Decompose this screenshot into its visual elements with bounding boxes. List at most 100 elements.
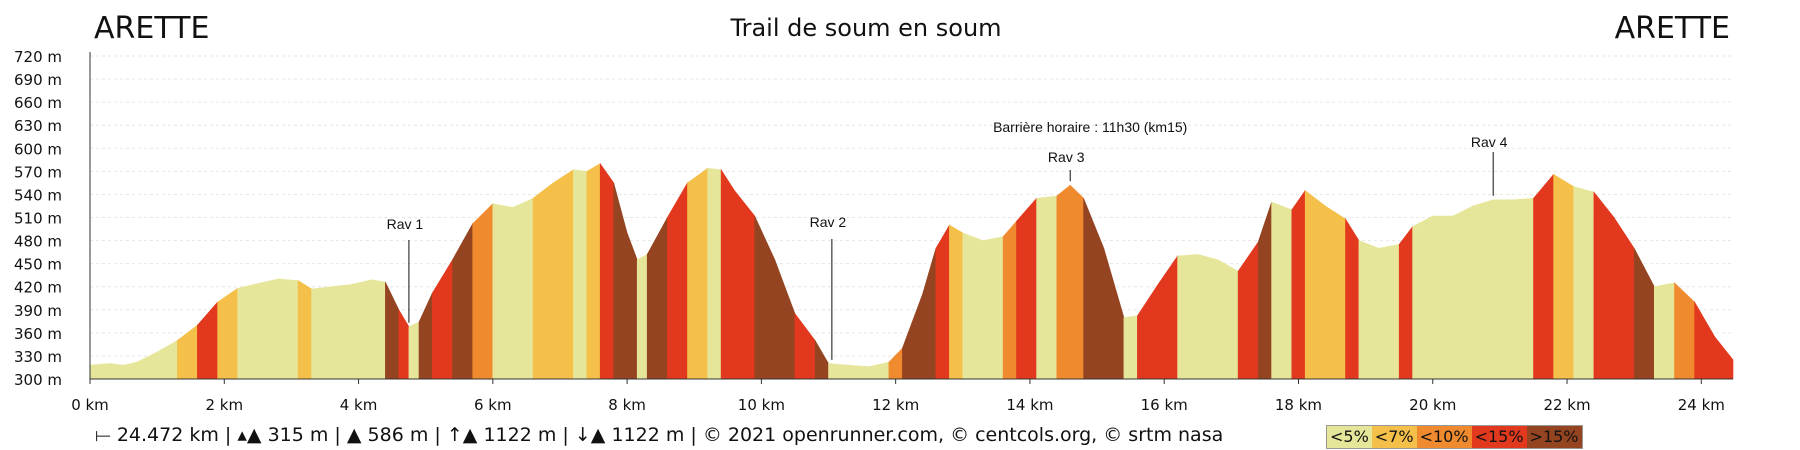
gradient-segment [1217, 259, 1239, 380]
gradient-segment [613, 182, 628, 380]
y-tick-label: 630 m [14, 117, 62, 135]
ascent-value: 1122 m [483, 424, 557, 446]
y-tick-label: 660 m [14, 94, 62, 112]
gradient-segment [1016, 197, 1037, 380]
max-altitude-value: 586 m [367, 424, 429, 446]
gradient-segment [1325, 205, 1346, 380]
gradient-segment [1103, 248, 1125, 380]
gradient-segment [1714, 335, 1734, 380]
gradient-segment [1533, 173, 1554, 380]
distance-value: 24.472 km [116, 424, 219, 446]
gradient-segment [1398, 225, 1413, 380]
gradient-segment [156, 339, 178, 380]
gradient-segment [257, 278, 279, 380]
gradient-segment [1573, 186, 1595, 380]
gradient-segment [331, 284, 353, 380]
gradient-segment [848, 364, 870, 380]
gradient-segment [754, 215, 776, 380]
gradient-segment [646, 217, 668, 380]
gradient-legend: <5% <7% <10% <15% >15% [1326, 425, 1583, 449]
gradient-segment [1674, 282, 1695, 380]
gradient-segment [1553, 173, 1574, 380]
gradient-segment [371, 279, 386, 380]
gradient-segment [636, 253, 648, 380]
x-tick-label: 0 km [71, 396, 109, 414]
y-tick-label: 360 m [14, 325, 62, 343]
x-axis-tick-labels: 0 km 2 km 4 km 6 km 8 km 10 km 12 km 14 km 16 km… [71, 379, 1725, 414]
legend-item: <15% [1471, 426, 1527, 448]
x-tick-label: 12 km [872, 396, 919, 414]
gradient-segment [1378, 244, 1400, 380]
axes [89, 52, 1733, 380]
gradient-segment [1358, 240, 1380, 380]
gradient-segment [1083, 198, 1105, 380]
y-tick-label: 510 m [14, 210, 62, 228]
gradient-segment [1304, 189, 1326, 380]
gradient-segment [1694, 300, 1715, 380]
gradient-segment [398, 308, 410, 380]
gradient-segment [237, 283, 259, 380]
gradient-segment [492, 203, 514, 380]
gradient-segment [720, 168, 735, 380]
gradient-segment [277, 278, 299, 380]
y-tick-label: 390 m [14, 302, 62, 320]
gradient-segment [1513, 197, 1534, 380]
gradient-segment [109, 363, 124, 380]
y-tick-label: 300 m [14, 371, 62, 389]
gradient-segment [774, 259, 796, 380]
credits-text: © 2021 openrunner.com, © centcols.org, ©… [702, 424, 1224, 446]
gradient-segment [1633, 248, 1655, 380]
x-tick-label: 10 km [738, 396, 785, 414]
gradient-segment [351, 279, 373, 380]
gradient-segment [586, 163, 601, 380]
gradient-segment [902, 294, 923, 380]
gradient-segment [123, 361, 138, 380]
gradient-segment [472, 202, 494, 380]
gradient-segment [962, 232, 984, 380]
gradient-segment [1654, 282, 1675, 380]
x-tick-label: 16 km [1141, 396, 1188, 414]
distance-icon: ⟝ [95, 424, 111, 446]
y-axis-tick-labels: 300 m 330 m 360 m 390 m 420 m 450 m 480 m 510 m… [14, 48, 62, 389]
gradient-segment [1177, 254, 1199, 380]
gradient-segment [573, 169, 588, 380]
gradient-segment [552, 169, 574, 380]
gradient-segment [1137, 284, 1158, 380]
gradient-segment [814, 339, 829, 380]
gradient-segment [1472, 199, 1494, 380]
x-tick-label: 22 km [1543, 396, 1590, 414]
y-tick-label: 450 m [14, 256, 62, 274]
x-tick-label: 2 km [205, 396, 243, 414]
gradient-segment [1593, 191, 1615, 380]
start-location-label: ARETTE [94, 11, 209, 46]
gradient-segment [385, 281, 400, 380]
x-tick-label: 6 km [474, 396, 512, 414]
y-tick-label: 420 m [14, 279, 62, 297]
gradient-segment [217, 287, 238, 380]
y-tick-label: 540 m [14, 186, 62, 204]
gradient-segment [949, 224, 964, 380]
gradient-segment [197, 301, 218, 380]
annotation-label: Rav 2 [810, 214, 847, 230]
descent-icon: ↓▲ [574, 424, 606, 446]
gradient-segment [982, 236, 1004, 380]
gradient-segment [311, 286, 333, 380]
gradient-segment [1432, 215, 1454, 380]
x-tick-label: 20 km [1409, 396, 1456, 414]
y-tick-label: 720 m [14, 48, 62, 66]
gradient-segment [1412, 215, 1434, 380]
gradient-segment [1069, 184, 1084, 380]
legend-item: <7% [1371, 426, 1417, 448]
annotation-label: Rav 1 [387, 216, 424, 232]
y-tick-label: 690 m [14, 71, 62, 89]
annotation-label: Rav 3 [1048, 149, 1085, 165]
legend-item: <5% [1327, 426, 1372, 448]
min-altitude-value: 315 m [267, 424, 329, 446]
gradient-segment [794, 312, 816, 380]
x-tick-label: 18 km [1275, 396, 1322, 414]
gradient-segment [408, 321, 420, 380]
gradient-segment [1157, 255, 1178, 380]
gradient-segment [935, 224, 950, 380]
legend-item: >15% [1526, 426, 1582, 448]
